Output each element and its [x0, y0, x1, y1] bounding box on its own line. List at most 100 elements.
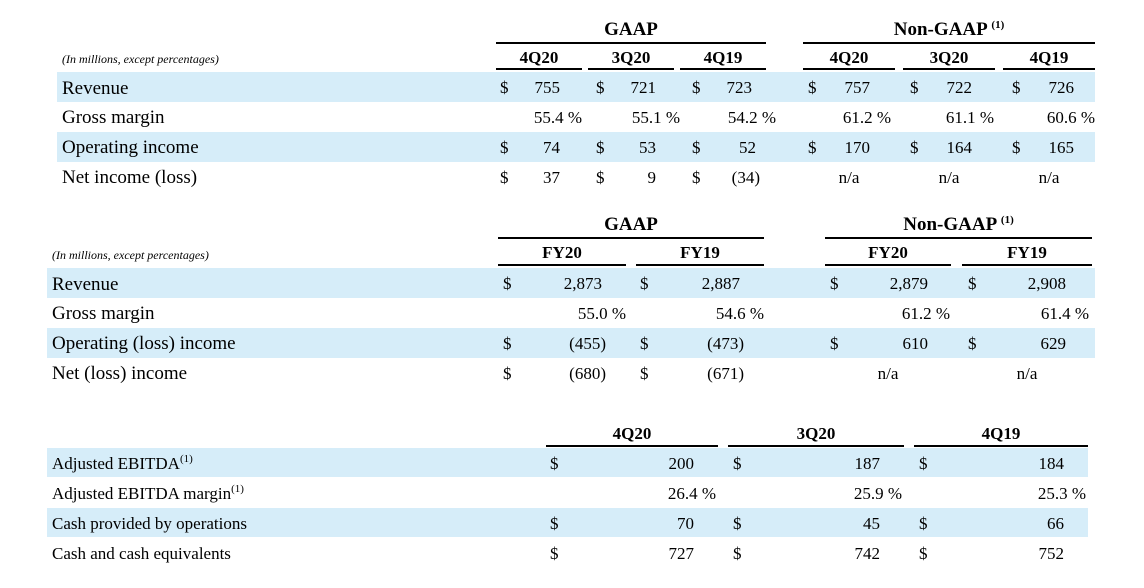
column-rule	[914, 445, 1088, 447]
units-note: (In millions, except percentages)	[62, 52, 219, 66]
table-cell: n/a	[1016, 364, 1038, 383]
currency-symbol: $	[733, 514, 742, 533]
column-rule	[546, 445, 718, 447]
currency-symbol: $	[830, 274, 839, 293]
column-rule	[728, 445, 904, 447]
row-label: Net (loss) income	[52, 363, 188, 384]
table-cell: 61.2 %	[901, 304, 950, 323]
column-header: 4Q19	[703, 48, 743, 67]
table-cell: 61.2 %	[842, 108, 891, 127]
header-rule	[803, 42, 1095, 44]
currency-symbol: $	[503, 364, 512, 383]
currency-symbol: $	[692, 78, 701, 97]
gaap-header: GAAP	[604, 19, 658, 40]
column-header: 4Q19	[981, 424, 1021, 443]
table-cell: 727	[668, 544, 695, 563]
table-cell: n/a	[838, 168, 860, 187]
currency-symbol: $	[1012, 78, 1021, 97]
row-band	[57, 132, 1095, 162]
column-rule	[588, 68, 674, 70]
table-cell: 170	[844, 138, 871, 157]
header-rule	[496, 42, 766, 44]
currency-symbol: $	[503, 334, 512, 353]
currency-symbol: $	[550, 454, 559, 473]
table-cell: 26.4 %	[667, 484, 716, 503]
table-cell: 54.6 %	[715, 304, 764, 323]
row-band	[47, 448, 1088, 477]
table-cell: 60.6 %	[1046, 108, 1095, 127]
table-cell: 723	[726, 78, 753, 97]
currency-symbol: $	[910, 138, 919, 157]
gaap-header: GAAP	[604, 214, 658, 235]
currency-symbol: $	[500, 78, 509, 97]
table-cell: 55.1 %	[631, 108, 680, 127]
row-band	[47, 268, 1095, 298]
table-cell: 70	[677, 514, 694, 533]
table-cell: 66	[1047, 514, 1064, 533]
currency-symbol: $	[596, 78, 605, 97]
table-cell: n/a	[1038, 168, 1060, 187]
row-band	[47, 508, 1088, 537]
column-rule	[498, 264, 626, 266]
table-cell: 37	[543, 168, 560, 187]
currency-symbol: $	[596, 138, 605, 157]
table-cell: 742	[854, 544, 881, 563]
row-label: Cash provided by operations	[52, 514, 247, 533]
column-header: 3Q20	[796, 424, 836, 443]
table-cell: (473)	[707, 334, 744, 353]
table-cell: n/a	[938, 168, 960, 187]
currency-symbol: $	[1012, 138, 1021, 157]
row-label: Net income (loss)	[62, 167, 198, 188]
table-cell: 25.3 %	[1037, 484, 1086, 503]
row-label: Revenue	[62, 78, 129, 99]
table-cell: 54.2 %	[727, 108, 776, 127]
table-cell: (34)	[731, 168, 760, 187]
table-cell: 55.0 %	[577, 304, 626, 323]
table-cell: 721	[630, 78, 657, 97]
column-rule	[636, 264, 764, 266]
currency-symbol: $	[733, 454, 742, 473]
currency-symbol: $	[968, 334, 977, 353]
row-label: Adjusted EBITDA margin(1)	[52, 483, 244, 503]
currency-symbol: $	[640, 364, 649, 383]
currency-symbol: $	[733, 544, 742, 563]
table-cell: 164	[946, 138, 973, 157]
table-cell: 55.4 %	[533, 108, 582, 127]
column-rule	[496, 68, 582, 70]
table-cell: 52	[739, 138, 756, 157]
column-rule	[903, 68, 995, 70]
column-header: FY20	[542, 243, 582, 262]
column-rule	[962, 264, 1092, 266]
currency-symbol: $	[640, 274, 649, 293]
table-cell: 74	[543, 138, 560, 157]
currency-symbol: $	[910, 78, 919, 97]
row-band	[57, 72, 1095, 102]
table-cell: 187	[854, 454, 881, 473]
table-cell: 752	[1038, 544, 1065, 563]
column-rule	[680, 68, 766, 70]
column-rule	[803, 68, 895, 70]
currency-symbol: $	[919, 544, 928, 563]
table-cell: 610	[902, 334, 929, 353]
currency-symbol: $	[808, 78, 817, 97]
currency-symbol: $	[919, 514, 928, 533]
column-header: FY19	[1007, 243, 1047, 262]
table-cell: 9	[647, 168, 657, 187]
column-header: 4Q20	[829, 48, 869, 67]
currency-symbol: $	[503, 274, 512, 293]
nongaap-header: Non-GAAP (1)	[893, 19, 1005, 40]
table-cell: 2,908	[1027, 274, 1066, 293]
table-cell: 2,873	[563, 274, 602, 293]
column-rule	[825, 264, 951, 266]
table-cell: (671)	[707, 364, 744, 383]
row-label: Operating income	[62, 137, 199, 158]
currency-symbol: $	[550, 544, 559, 563]
table-cell: 25.9 %	[853, 484, 902, 503]
column-header: 3Q20	[929, 48, 969, 67]
row-label: Gross margin	[62, 107, 165, 128]
table-cell: 629	[1040, 334, 1067, 353]
column-header: 4Q20	[612, 424, 652, 443]
currency-symbol: $	[968, 274, 977, 293]
table-cell: 45	[863, 514, 880, 533]
table-cell: 200	[668, 454, 695, 473]
